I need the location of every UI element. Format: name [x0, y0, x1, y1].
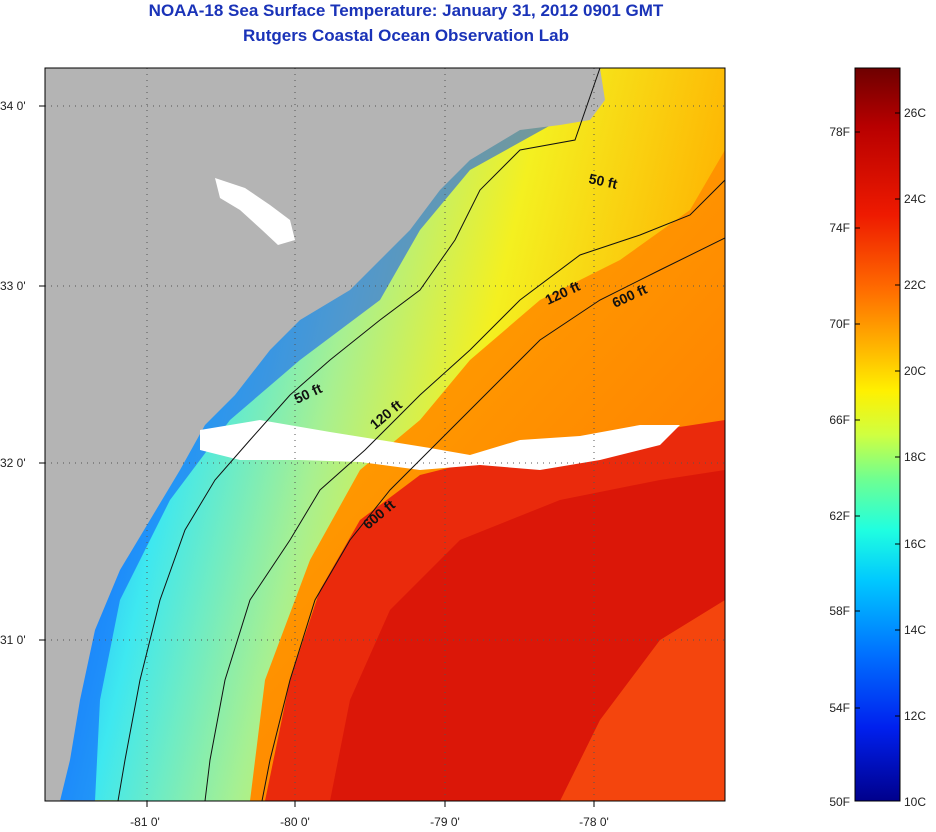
lat-tick-label: 33 0' — [0, 279, 26, 293]
axis-ticks — [39, 105, 595, 807]
colorbar-fahrenheit-labels: 78F 74F 70F 66F 62F 58F 54F 50F — [829, 125, 850, 809]
colorbar-f-label: 50F — [829, 795, 850, 809]
colorbar-f-label: 62F — [829, 509, 850, 523]
isobath-label: 50 ft — [587, 170, 619, 192]
colorbar-c-label: 24C — [904, 192, 926, 206]
cloud-patch — [215, 178, 295, 245]
lat-tick-label: 32 0' — [0, 456, 26, 470]
lon-tick-label: -80 0' — [280, 815, 310, 829]
colorbar-c-label: 22C — [904, 278, 926, 292]
gulf-stream-edge — [560, 600, 725, 801]
colorbar-f-label: 70F — [829, 317, 850, 331]
colorbar-f-label: 78F — [829, 125, 850, 139]
isobath-600ft — [261, 237, 725, 801]
map-frame — [44, 67, 726, 802]
lon-tick-label: -78 0' — [579, 815, 609, 829]
colorbar-c-label: 16C — [904, 537, 926, 551]
colorbar-c-label: 10C — [904, 795, 926, 809]
colorbar-celsius-labels: 26C 24C 22C 20C 18C 16C 14C 12C 10C — [904, 106, 926, 809]
land-mass — [45, 68, 605, 801]
colorbar-f-label: 54F — [829, 701, 850, 715]
colorbar-f-label: 66F — [829, 413, 850, 427]
lat-tick-label: 34 0' — [0, 99, 26, 113]
colorbar-c-label: 12C — [904, 709, 926, 723]
colorbar-c-label: 20C — [904, 364, 926, 378]
sst-map: 50 ft 120 ft 600 ft 50 ft 120 ft 600 ft — [45, 68, 725, 801]
isobath-lines — [117, 68, 725, 801]
lat-tick-label: 31 0' — [0, 633, 26, 647]
colorbar-f-label: 74F — [829, 221, 850, 235]
map-title: NOAA-18 Sea Surface Temperature: January… — [148, 1, 664, 20]
cloud-band — [200, 420, 680, 470]
colorbar-c-label: 26C — [904, 106, 926, 120]
colorbar-f-label: 58F — [829, 604, 850, 618]
isobath-120ft — [204, 179, 725, 801]
lon-tick-label: -81 0' — [130, 815, 160, 829]
colorbar-ticks — [855, 112, 900, 717]
colorbar-c-label: 18C — [904, 450, 926, 464]
lon-tick-label: -79 0' — [430, 815, 460, 829]
map-subtitle: Rutgers Coastal Ocean Observation Lab — [243, 26, 569, 45]
colorbar — [854, 67, 901, 802]
colorbar-c-label: 14C — [904, 623, 926, 637]
isobath-50ft — [117, 68, 601, 801]
